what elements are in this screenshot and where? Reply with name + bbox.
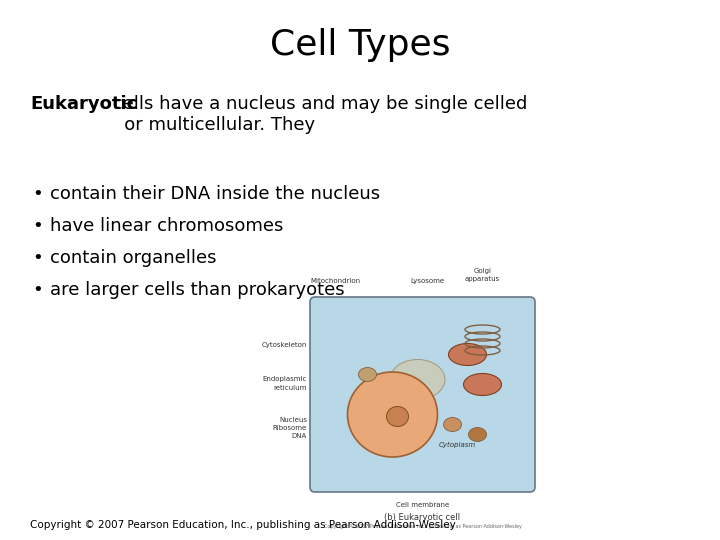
Text: apparatus: apparatus	[465, 276, 500, 282]
Text: •: •	[32, 217, 42, 235]
Text: Cell membrane: Cell membrane	[396, 502, 449, 508]
Ellipse shape	[449, 343, 487, 366]
Text: Copyright © 2007 Pearson Education, Inc., publishing as Pearson Addison-Wesley: Copyright © 2007 Pearson Education, Inc.…	[30, 520, 456, 530]
Text: (b) Eukaryotic cell: (b) Eukaryotic cell	[384, 513, 461, 522]
Ellipse shape	[387, 407, 408, 427]
Text: are larger cells than prokaryotes: are larger cells than prokaryotes	[50, 281, 345, 299]
FancyBboxPatch shape	[310, 297, 535, 492]
Text: Eukaryotic: Eukaryotic	[30, 95, 138, 113]
Text: Lysosome: Lysosome	[410, 278, 444, 284]
Text: cells have a nucleus and may be single celled
   or multicellular. They: cells have a nucleus and may be single c…	[107, 95, 527, 134]
Ellipse shape	[469, 428, 487, 442]
Text: reticulum: reticulum	[274, 384, 307, 390]
Text: have linear chromosomes: have linear chromosomes	[50, 217, 284, 235]
Text: Cytoplasm: Cytoplasm	[439, 441, 476, 448]
Text: contain their DNA inside the nucleus: contain their DNA inside the nucleus	[50, 185, 380, 203]
Text: DNA: DNA	[292, 433, 307, 438]
Text: •: •	[32, 281, 42, 299]
Text: Copyright © 2007 Pearson Education Inc., publishing as Pearson Addison-Wesley: Copyright © 2007 Pearson Education Inc.,…	[323, 523, 521, 529]
Text: Nucleus: Nucleus	[279, 416, 307, 422]
Ellipse shape	[348, 372, 438, 457]
Text: Mitochondrion: Mitochondrion	[310, 278, 360, 284]
Ellipse shape	[390, 360, 445, 400]
Text: contain organelles: contain organelles	[50, 249, 217, 267]
Ellipse shape	[359, 368, 377, 381]
Text: Endoplasmic: Endoplasmic	[263, 376, 307, 382]
Text: •: •	[32, 249, 42, 267]
Text: Cytoskeleton: Cytoskeleton	[261, 341, 307, 348]
Ellipse shape	[464, 374, 502, 395]
Text: •: •	[32, 185, 42, 203]
Text: Cell Types: Cell Types	[270, 28, 450, 62]
Text: Golgi: Golgi	[474, 268, 492, 274]
Text: Ribosome: Ribosome	[273, 424, 307, 430]
Ellipse shape	[444, 417, 462, 431]
